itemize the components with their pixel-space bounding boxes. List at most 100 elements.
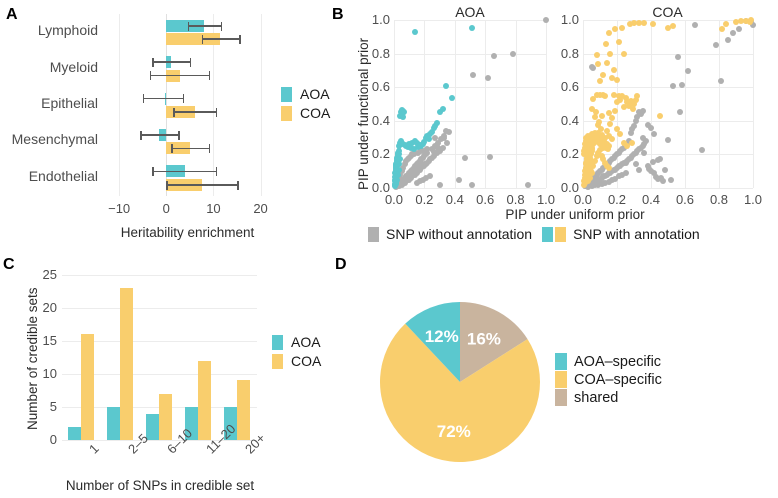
gridline-horizontal xyxy=(394,154,546,156)
panel-b-data-point xyxy=(468,24,475,31)
panel-b-data-point xyxy=(441,135,448,142)
panel-b-data-point xyxy=(427,173,434,180)
panel-b-data-point xyxy=(654,175,661,182)
panel-a-x-axis-title: Heritability enrichment xyxy=(120,225,255,240)
panel-b-data-point xyxy=(644,122,651,128)
panel-b-data-point xyxy=(648,125,654,132)
panel-b-data-point xyxy=(421,148,428,155)
panel-c-bar xyxy=(197,360,211,440)
panel-b-x-tick-label: 0.6 xyxy=(476,192,495,207)
panel-b-data-point xyxy=(468,181,475,188)
gridline-vertical xyxy=(515,20,517,188)
panel-c-plot-area xyxy=(62,268,257,441)
legend-item: AOA–specific xyxy=(555,353,662,370)
panel-b-data-point xyxy=(605,179,612,186)
panel-b-data-point xyxy=(649,158,656,165)
panel-b-data-point xyxy=(627,129,634,136)
panel-b-data-point xyxy=(584,169,591,176)
panel-b-data-point xyxy=(597,78,603,85)
panel-b-data-point xyxy=(424,146,431,153)
panel-b-data-point xyxy=(614,99,620,106)
panel-a-category-label: Myeloid xyxy=(49,58,98,75)
panel-b-data-point xyxy=(433,120,440,127)
panel-b-data-point xyxy=(585,183,592,190)
panel-b-data-point xyxy=(612,175,619,182)
panel-b-data-point xyxy=(717,78,724,85)
panel-b-x-tick-label: 0.8 xyxy=(709,192,729,207)
panel-b-data-point xyxy=(651,131,658,138)
panel-b-data-point xyxy=(661,167,668,174)
panel-b-data-point xyxy=(430,148,437,155)
panel-b-data-point xyxy=(583,134,590,141)
panel-b-data-point xyxy=(743,17,750,24)
panel-b-y-tick-label: 0.2 xyxy=(371,146,390,162)
panel-b-data-point xyxy=(436,148,443,155)
panel-b-data-point xyxy=(400,109,407,116)
panel-b-data-point xyxy=(659,178,666,185)
legend-item: SNP with annotation xyxy=(542,226,700,242)
panel-b-data-point xyxy=(470,72,477,79)
panel-a-error-bar-cap xyxy=(215,167,218,177)
panel-b-data-point xyxy=(419,176,426,183)
pie-slice xyxy=(380,323,540,462)
panel-b-x-tick-label: 0.0 xyxy=(573,192,593,207)
legend-item: AOA xyxy=(281,86,330,102)
panel-b-data-point xyxy=(491,53,498,60)
panel-b-data-point xyxy=(593,52,600,59)
panel-b-y-tick-label: 0.6 xyxy=(560,79,579,95)
gridline-horizontal xyxy=(394,120,546,122)
gridline-horizontal xyxy=(62,340,257,342)
panel-b-data-point xyxy=(665,24,671,31)
gridline-vertical xyxy=(424,20,426,188)
panel-b-data-point xyxy=(733,18,739,25)
panel-a-error-bar xyxy=(152,170,216,173)
panel-b-x-tick-label: 0.8 xyxy=(506,192,525,207)
gridline-vertical xyxy=(119,14,121,196)
panel-b-data-point xyxy=(595,181,602,188)
panel-c-bar xyxy=(145,413,159,440)
panel-b-data-point xyxy=(620,140,627,147)
panel-b-data-point xyxy=(415,149,422,156)
panel-b-data-point xyxy=(585,159,592,166)
panel-b-plot-area-aoa xyxy=(391,17,549,191)
legend-label: AOA xyxy=(300,86,330,102)
panel-b-y-tick-label: 1.0 xyxy=(371,12,390,27)
panel-b-data-point xyxy=(432,134,439,141)
panel-a-error-bar xyxy=(140,134,179,136)
gridline-horizontal xyxy=(583,154,753,156)
panel-b-data-point xyxy=(614,77,620,84)
panel-b-data-point xyxy=(585,174,592,181)
panel-c-letter: C xyxy=(3,256,15,273)
panel-b-data-point xyxy=(608,74,615,81)
panel-b-data-point xyxy=(429,128,435,135)
panel-b-data-point xyxy=(738,17,745,24)
gridline-horizontal xyxy=(583,120,753,122)
panel-b-data-point xyxy=(394,171,401,178)
legend-label: AOA xyxy=(291,334,321,350)
panel-b-data-point xyxy=(607,121,614,128)
panel-b-data-point xyxy=(588,131,595,138)
panel-b-x-tick-label: 1.0 xyxy=(536,192,556,207)
panel-b-data-point xyxy=(712,42,719,49)
panel-b-y-tick-label: 0.0 xyxy=(371,180,390,195)
gridline-vertical xyxy=(719,20,720,188)
panel-b-y-tick-label: 0.6 xyxy=(371,79,390,95)
panel-c-bar xyxy=(106,406,120,440)
panel-b-data-point xyxy=(418,148,425,155)
panel-a-error-bar-cap xyxy=(152,167,154,177)
panel-b-data-point xyxy=(485,74,492,81)
panel-b-data-point xyxy=(486,153,493,160)
legend-item: COA–specific xyxy=(555,371,662,388)
panel-b-data-point xyxy=(462,154,469,161)
panel-b-x-axis-title: PIP under uniform prior xyxy=(505,207,645,222)
gridline-horizontal xyxy=(583,87,753,89)
panel-a: A Lymphoid Myeloid Epithelial Mesenchymal En… xyxy=(0,0,330,250)
legend-swatch xyxy=(272,334,285,350)
panel-b-data-point xyxy=(604,146,611,153)
panel-b-y-tick-label: 0.0 xyxy=(560,180,579,195)
panel-a-x-tick-label: 20 xyxy=(253,201,268,216)
panel-c-y-tick-label: 15 xyxy=(42,332,57,348)
panel-c-bar xyxy=(67,426,81,440)
panel-b-data-point xyxy=(595,130,602,137)
panel-b-data-point xyxy=(582,141,589,148)
